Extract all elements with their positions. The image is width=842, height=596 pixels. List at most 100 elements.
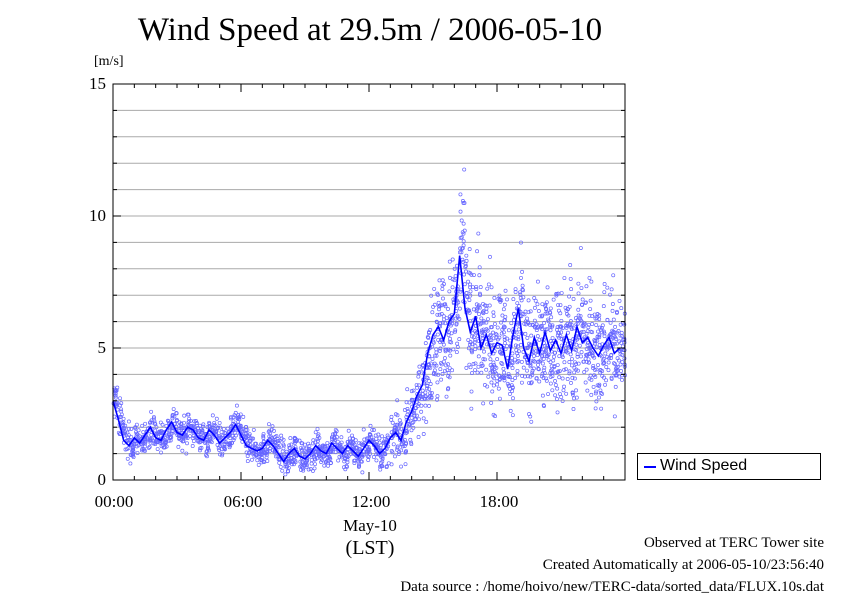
scatter-point [366,454,371,459]
scatter-point [569,327,574,331]
scatter-point [466,346,471,351]
scatter-point [305,463,309,468]
scatter-point [489,338,494,343]
scatter-point [456,300,461,305]
scatter-point [532,318,537,323]
scatter-point [529,419,534,424]
chart-legend: Wind Speed [637,453,821,480]
scatter-point [485,317,490,322]
scatter-point [585,342,590,347]
scatter-point [339,453,344,458]
scatter-point [604,378,609,383]
scatter-point [519,275,523,280]
scatter-point [453,328,458,333]
scatter-point [604,365,609,369]
scatter-point [588,373,593,378]
scatter-point [521,295,526,300]
scatter-point [593,406,598,411]
scatter-point [444,363,449,368]
scatter-point [391,442,396,447]
scatter-point [526,298,531,303]
scatter-point [482,349,486,354]
scatter-point [434,353,439,358]
scatter-point [455,313,460,318]
scatter-point [228,436,233,441]
scatter-point [201,422,206,427]
scatter-point [528,374,533,379]
scatter-point [218,425,223,430]
scatter-point [468,282,473,287]
scatter-point [325,454,330,459]
scatter-point [575,337,580,342]
scatter-point [155,447,160,451]
scatter-point [474,284,479,289]
scatter-point [304,465,309,470]
scatter-point [425,376,430,381]
scatter-point [502,335,507,340]
scatter-point [143,421,148,426]
scatter-point [329,435,334,440]
scatter-point [299,449,304,453]
scatter-point [467,342,472,347]
scatter-point [552,365,557,369]
y-axis-unit: [m/s] [94,54,124,69]
scatter-point [557,369,562,374]
scatter-point [480,335,485,340]
scatter-point [405,429,409,434]
scatter-point [546,319,551,324]
scatter-point [183,432,188,437]
scatter-point [477,273,482,278]
scatter-point [593,391,598,396]
scatter-point [498,349,502,354]
scatter-point [532,359,537,364]
scatter-point [351,441,356,445]
scatter-point [165,418,170,423]
scatter-point [432,361,437,366]
scatter-point [345,460,350,465]
scatter-point [560,376,565,381]
scatter-point [438,361,443,366]
scatter-point [290,462,295,467]
scatter-point [378,467,383,472]
scatter-point [529,380,534,385]
scatter-point [606,368,611,373]
scatter-point [515,353,520,358]
scatter-point [619,369,624,373]
scatter-point [431,370,436,375]
scatter-point [500,362,505,366]
scatter-point [473,361,478,366]
scatter-point [331,447,335,452]
scatter-point [396,452,401,457]
scatter-point [182,420,186,425]
scatter-point [601,304,606,309]
scatter-point [506,328,511,333]
scatter-point [354,445,359,450]
scatter-point [607,345,612,350]
scatter-point [539,314,544,319]
scatter-point [369,435,374,440]
scatter-point [528,362,533,367]
scatter-point [397,418,402,423]
scatter-point [459,287,463,292]
scatter-point [518,290,522,295]
scatter-point [442,282,446,286]
scatter-point [409,415,414,420]
scatter-point [477,312,482,317]
scatter-point [484,309,489,314]
scatter-point [548,374,553,379]
scatter-point [362,452,367,457]
scatter-point [440,320,445,325]
scatter-point [600,323,605,328]
scatter-point [126,419,131,424]
scatter-point [564,325,569,330]
scatter-point [128,461,133,466]
scatter-point [603,382,607,387]
scatter-point [602,361,606,365]
scatter-point [311,452,316,457]
scatter-point [270,424,275,429]
scatter-point [380,459,385,464]
scatter-point [541,375,546,380]
scatter-point [592,355,597,360]
scatter-point [288,455,293,460]
scatter-point [569,287,574,292]
